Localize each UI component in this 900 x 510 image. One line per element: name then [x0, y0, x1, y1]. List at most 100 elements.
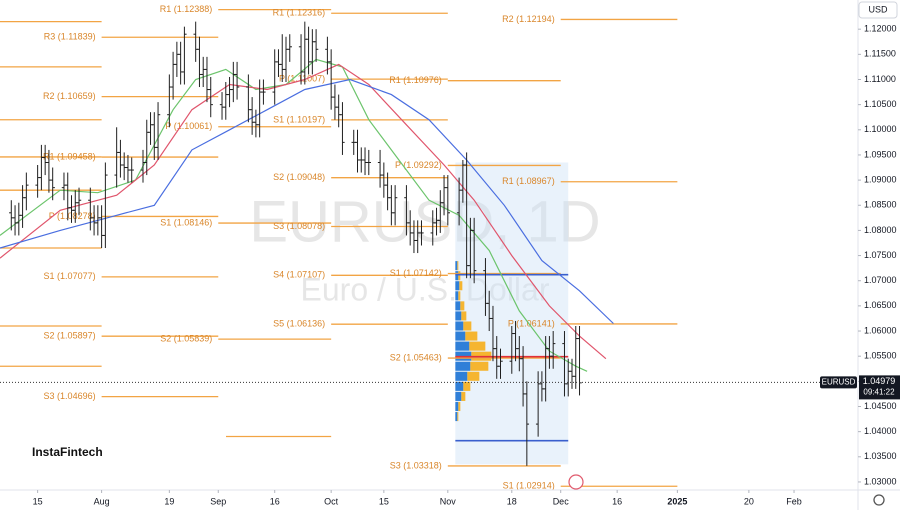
pivot-label: P (1.06141): [508, 318, 555, 328]
y-tick-label: 1.03500: [864, 451, 897, 461]
price-tag-value: 1.04979: [863, 376, 896, 386]
volume-up: [455, 301, 461, 311]
volume-up: [455, 311, 462, 321]
y-tick-label: 1.09500: [864, 149, 897, 159]
volume-up: [455, 341, 470, 351]
pivot-label: S2 (1.05463): [390, 352, 442, 362]
volume-up: [455, 361, 471, 371]
volume-down: [465, 331, 478, 341]
y-tick-label: 1.12000: [864, 24, 897, 34]
logo: InstaFintech: [32, 445, 103, 459]
volume-up: [455, 261, 458, 271]
price-axis-bg: [858, 0, 900, 510]
volume-down: [458, 401, 461, 412]
settings-icon[interactable]: [873, 494, 885, 506]
x-tick-label: Aug: [94, 496, 110, 506]
y-tick-label: 1.06000: [864, 325, 897, 335]
moving-average: [0, 58, 588, 372]
x-tick-label: 15: [379, 496, 389, 506]
x-tick-label: Sep: [210, 496, 226, 506]
pivot-label: R1 (1.09458): [43, 151, 96, 161]
x-tick-label: 18: [507, 496, 517, 506]
symbol-label: EURUSD: [822, 378, 856, 387]
volume-up: [455, 271, 459, 281]
pivot-label: R1 (1.08967): [502, 176, 555, 186]
y-tick-label: 1.11000: [864, 74, 896, 84]
pivot-label: P (1.11007): [279, 74, 325, 84]
pivot-label: S1 (1.02914): [503, 481, 555, 491]
symbol-tag: [820, 376, 857, 389]
y-tick-label: 1.10500: [864, 99, 897, 109]
event-icon[interactable]: [568, 474, 584, 490]
y-tick-label: 1.10000: [864, 124, 897, 134]
y-tick-label: 1.07000: [864, 275, 897, 285]
volume-down: [457, 412, 459, 422]
volume-down: [457, 261, 459, 271]
pivot-label: S1 (1.08146): [160, 217, 212, 227]
volume-up: [455, 321, 464, 331]
volume-down: [458, 291, 461, 301]
volume-up: [455, 401, 459, 412]
pivot-label: R1 (1.12388): [160, 4, 213, 14]
pivot-label: P (1.08278): [49, 211, 96, 221]
watermark-title: EURUSD, 1D: [249, 189, 600, 254]
currency: USD: [868, 4, 888, 14]
x-tick-label: 16: [270, 496, 280, 506]
volume-down: [459, 281, 463, 291]
volume-up: [455, 331, 466, 341]
volume-up: [455, 391, 462, 401]
y-tick-label: 1.09000: [864, 174, 897, 184]
volume-down: [463, 381, 471, 391]
volume-up: [455, 412, 458, 422]
volume-down: [458, 271, 461, 281]
x-tick-label: Nov: [440, 496, 457, 506]
pivot-label: S4 (1.07107): [273, 270, 325, 280]
pivot-label: R2 (1.12194): [502, 14, 555, 24]
pivot-label: S2 (1.09048): [273, 172, 325, 182]
pivot-label: S2 (1.05897): [44, 331, 96, 341]
pivot-label: S1 (1.07077): [44, 271, 96, 281]
pivot-label: S1 (1.10197): [273, 114, 325, 124]
volume-down: [461, 311, 467, 321]
x-tick-label: 2025: [667, 496, 687, 506]
pivot-label: R3 (1.11839): [44, 32, 96, 42]
y-tick-label: 1.08000: [864, 225, 897, 235]
volume-down: [461, 391, 466, 401]
y-tick-label: 1.08500: [864, 200, 897, 210]
x-tick-label: 15: [33, 496, 43, 506]
volume-down: [467, 371, 480, 381]
value-area: [455, 162, 569, 465]
pivot-label: S2 (1.05839): [160, 334, 212, 344]
y-tick-label: 1.04000: [864, 426, 897, 436]
moving-average: [0, 78, 614, 324]
volume-up: [455, 381, 464, 391]
pivot-label: R1 (1.10976): [389, 75, 442, 85]
x-tick-label: 16: [612, 496, 622, 506]
pivot-label: S1 (1.07142): [390, 268, 442, 278]
price-tag: [859, 375, 900, 400]
y-tick-label: 1.03000: [864, 476, 897, 486]
volume-down: [469, 341, 486, 351]
price-tag-time: 09:41:22: [863, 388, 895, 397]
x-tick-label: Dec: [553, 496, 570, 506]
y-tick-label: 1.11500: [864, 49, 896, 59]
pivot-label: R1 (1.12316): [273, 8, 326, 18]
x-tick-label: Oct: [324, 496, 339, 506]
pivot-label: S3 (1.03318): [390, 460, 442, 470]
pivot-label: S3 (1.04696): [44, 391, 96, 401]
y-tick-label: 1.05500: [864, 351, 897, 361]
volume-down: [470, 361, 489, 371]
volume-up: [455, 291, 459, 301]
x-tick-label: 20: [744, 496, 754, 506]
volume-up: [455, 281, 460, 291]
moving-average: [0, 63, 607, 360]
logo-bg: [0, 430, 226, 488]
pivot-label: P (1.09292): [395, 160, 442, 170]
y-tick-label: 1.04500: [864, 401, 897, 411]
volume-up: [455, 371, 468, 381]
pivot-label: S3 (1.08078): [273, 221, 325, 231]
currency-button[interactable]: [858, 1, 898, 19]
